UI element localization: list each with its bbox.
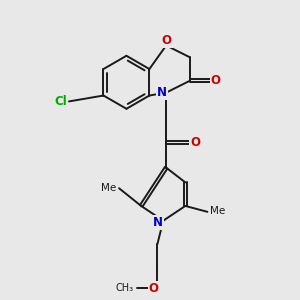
Text: N: N <box>157 86 167 99</box>
Text: O: O <box>149 282 159 295</box>
Text: N: N <box>153 216 163 229</box>
Text: O: O <box>162 34 172 47</box>
Text: O: O <box>211 74 221 87</box>
Text: Me: Me <box>101 183 117 193</box>
Text: O: O <box>190 136 200 149</box>
Text: CH₃: CH₃ <box>116 283 134 293</box>
Text: Cl: Cl <box>54 95 67 108</box>
Text: Me: Me <box>210 206 225 216</box>
